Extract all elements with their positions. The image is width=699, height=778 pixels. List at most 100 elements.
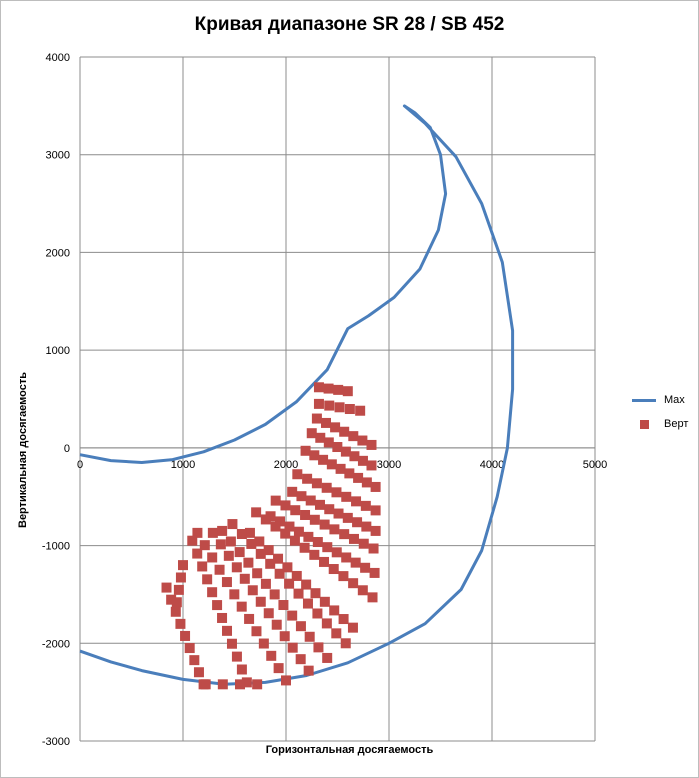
scatter-point-vert [284, 578, 295, 589]
y-tick-label: 2000 [46, 247, 70, 259]
scatter-point-vert [349, 451, 360, 462]
scatter-point-vert [291, 570, 302, 581]
scatter-point-vert [215, 539, 226, 550]
scatter-point-vert [212, 600, 223, 611]
scatter-point-vert [260, 578, 271, 589]
scatter-point-vert [312, 608, 323, 619]
scatter-point-vert [275, 516, 286, 527]
scatter-point-vert [260, 514, 271, 525]
scatter-point-vert [324, 504, 335, 515]
scatter-point-vert [338, 614, 349, 625]
scatter-point-vert [175, 618, 186, 629]
scatter-point-vert [303, 665, 314, 676]
scatter-point-vert [273, 663, 284, 674]
scatter-point-vert [351, 496, 362, 507]
scatter-point-vert [311, 413, 322, 424]
scatter-point-vert [321, 618, 332, 629]
scatter-point-vert [225, 536, 236, 547]
scatter-point-vert [332, 442, 343, 453]
scatter-point-vert [309, 549, 320, 560]
scatter-point-vert [333, 508, 344, 519]
scatter-point-vert [207, 552, 218, 563]
scatter-point-vert [192, 548, 203, 559]
scatter-point-vert [193, 667, 204, 678]
scatter-point-vert [217, 679, 228, 690]
scatter-point-vert [342, 512, 353, 523]
scatter-point-vert [279, 631, 290, 642]
scatter-point-vert [302, 598, 313, 609]
scatter-point-vert [300, 509, 311, 520]
scatter-point-vert [287, 642, 298, 653]
scatter-point-vert [348, 533, 359, 544]
scatter-point-vert [280, 500, 291, 511]
scatter-point-vert [348, 578, 359, 589]
scatter-point-vert [234, 679, 245, 690]
scatter-point-vert [226, 638, 237, 649]
scatter-point-vert [322, 542, 333, 553]
scatter-point-vert [207, 587, 218, 598]
scatter-point-vert [254, 536, 265, 547]
scatter-point-vert [289, 535, 300, 546]
scatter-point-vert [347, 622, 358, 633]
scatter-point-vert [166, 594, 177, 605]
scatter-point-vert [331, 628, 342, 639]
scatter-point-vert [318, 454, 329, 465]
scatter-point-vert [290, 505, 301, 516]
scatter-point-vert [339, 529, 350, 540]
scatter-point-vert [202, 574, 213, 585]
scatter-point-vert [310, 588, 321, 599]
y-tick-label: 0 [64, 443, 70, 455]
scatter-point-vert [247, 585, 258, 596]
scatter-point-vert [353, 472, 364, 483]
y-tick-label: 3000 [46, 150, 70, 162]
scatter-point-vert [266, 650, 277, 661]
scatter-point-vert [175, 572, 186, 583]
scatter-point-vert [258, 638, 269, 649]
scatter-point-vert [319, 596, 330, 607]
x-tick-label: 4000 [480, 459, 504, 471]
scatter-point-vert [252, 568, 263, 579]
legend-label-vert: Верт [664, 418, 689, 430]
scatter-point-vert [234, 547, 245, 558]
scatter-point-vert [161, 582, 172, 593]
scatter-point-vert [263, 545, 274, 556]
scatter-point-vert [221, 577, 232, 588]
scatter-point-vert [357, 435, 368, 446]
scatter-point-vert [361, 477, 372, 488]
scatter-point-vert [366, 460, 377, 471]
y-tick-label: -2000 [42, 638, 70, 650]
scatter-point-vert [357, 455, 368, 466]
x-tick-label: 2000 [274, 459, 298, 471]
scatter-point-vert [326, 459, 337, 470]
scatter-point-vert [313, 398, 324, 409]
scatter-point-vert [241, 677, 252, 688]
scatter-point-vert [358, 538, 369, 549]
scatter-point-vert [236, 601, 247, 612]
scatter-point-vert [312, 537, 323, 548]
scatter-point-vert [189, 655, 200, 666]
scatter-point-vert [355, 405, 366, 416]
scatter-point-vert [331, 547, 342, 558]
scatter-point-vert [192, 527, 203, 538]
scatter-point-vert [223, 550, 234, 561]
y-tick-label: 1000 [46, 345, 70, 357]
scatter-point-vert [306, 428, 317, 439]
x-tick-label: 1000 [171, 459, 195, 471]
scatter-point-vert [231, 651, 242, 662]
scatter-point-vert [370, 505, 381, 516]
chart-title: Кривая диапазоне SR 28 / SB 452 [194, 14, 505, 35]
scatter-point-vert [229, 589, 240, 600]
scatter-point-vert [171, 597, 182, 608]
scatter-point-vert [366, 439, 377, 450]
y-axis-label: Вертикальная досягаемость [17, 372, 29, 528]
scatter-point-vert [207, 527, 218, 538]
scatter-point-vert [287, 610, 298, 621]
scatter-point-vert [368, 543, 379, 554]
scatter-point-vert [329, 605, 340, 616]
scatter-point-vert [184, 643, 195, 654]
scatter-point-vert [322, 652, 333, 663]
scatter-point-vert [361, 521, 372, 532]
scatter-point-vert [292, 469, 303, 480]
scatter-point-vert [214, 564, 225, 575]
